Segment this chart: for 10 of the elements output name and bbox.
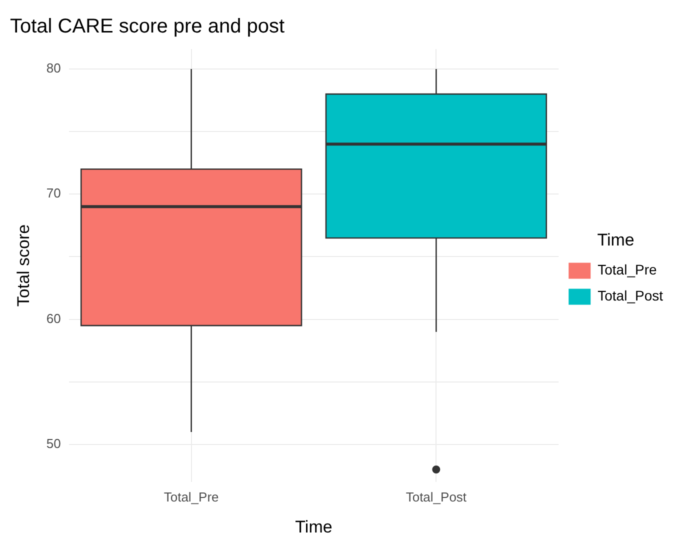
chart-title: Total CARE score pre and post bbox=[10, 16, 286, 38]
legend-title: Time bbox=[597, 230, 634, 250]
x-axis-title: Time bbox=[295, 517, 332, 536]
y-tick-label: 80 bbox=[46, 60, 61, 76]
y-tick-label: 70 bbox=[46, 186, 61, 201]
y-axis-title: Total score bbox=[14, 224, 33, 307]
y-tick-label: 50 bbox=[46, 436, 61, 452]
legend-label: Total_Post bbox=[598, 288, 664, 304]
y-tick-label: 60 bbox=[46, 310, 61, 326]
legend-label: Total_Pre bbox=[598, 262, 657, 278]
